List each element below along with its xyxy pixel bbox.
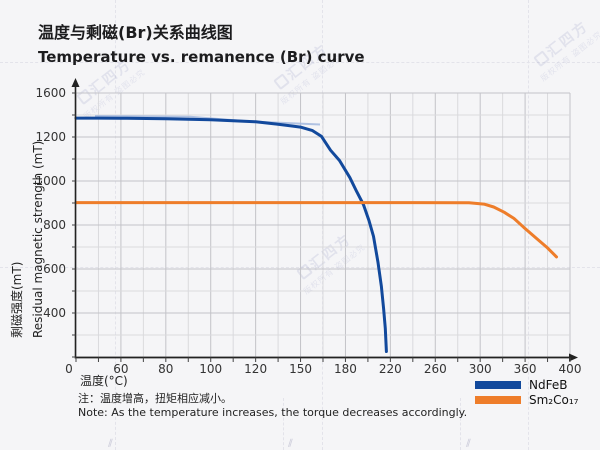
ndfeb-curve <box>74 116 388 353</box>
x-tick-label: 100 <box>199 362 222 376</box>
y-axis-arrow-icon <box>71 78 80 87</box>
x-axis-arrow-icon <box>569 353 578 362</box>
y-axis-label-en: Residual magnetic strength (mT) <box>31 140 45 338</box>
x-axis-label: 温度(°C) <box>80 374 128 388</box>
footnote: 注：温度增高，扭矩相应减小。 Note: As the temperature … <box>78 392 467 420</box>
x-tick-label: 150 <box>289 362 312 376</box>
x-tick-label: 300 <box>469 362 492 376</box>
footnote-zh: 注：温度增高，扭矩相应减小。 <box>78 392 232 405</box>
legend-item-ndfeb: NdFeB <box>475 377 578 392</box>
x-tick-label: 220 <box>379 362 402 376</box>
x-tick-label: 80 <box>158 362 173 376</box>
x-tick-label: 360 <box>514 362 537 376</box>
background-dashed-line <box>0 62 600 63</box>
sm2co17-curve <box>74 201 558 259</box>
footnote-en: Note: As the temperature increases, the … <box>78 406 468 419</box>
legend-item-sm2co17: Sm₂Co₁₇ <box>475 392 579 407</box>
background-slash-mark: ∕∕ <box>108 438 113 449</box>
legend-swatch-sm2co17 <box>475 395 521 404</box>
x-tick-label: 0 <box>65 362 73 376</box>
x-tick-label: 260 <box>424 362 447 376</box>
y-tick-label: 1600 <box>35 86 66 100</box>
x-tick-label: 180 <box>334 362 357 376</box>
y-tick-label: 600 <box>43 262 66 276</box>
y-tick-label: 1000 <box>35 174 66 188</box>
background-dashed-line <box>283 398 284 450</box>
chart-header: 温度与剩磁(Br)关系曲线图 Temperature vs. remanence… <box>38 22 365 68</box>
background-slash-mark: ∕∕ <box>288 438 293 449</box>
x-tick-label: 60 <box>113 362 128 376</box>
x-tick-label: 120 <box>244 362 267 376</box>
background-dashed-line <box>460 398 461 450</box>
page-title-zh: 温度与剩磁(Br)关系曲线图 <box>38 23 233 42</box>
legend-swatch-ndfeb <box>475 380 521 389</box>
x-tick-label: 400 <box>559 362 582 376</box>
y-tick-label: 800 <box>43 218 66 232</box>
y-axis-label-zh: 剩磁强度(mT) <box>10 261 24 338</box>
y-tick-label: 1200 <box>35 130 66 144</box>
y-tick-label: 400 <box>43 306 66 320</box>
background-slash-mark: ∕∕ <box>466 438 471 449</box>
legend-label-ndfeb: NdFeB <box>529 377 568 392</box>
page-title-en: Temperature vs. remanence (Br) curve <box>38 48 365 66</box>
legend-label-sm2co17: Sm₂Co₁₇ <box>529 392 579 407</box>
background-dashed-line <box>0 267 600 268</box>
legend: NdFeB Sm₂Co₁₇ <box>475 378 578 408</box>
